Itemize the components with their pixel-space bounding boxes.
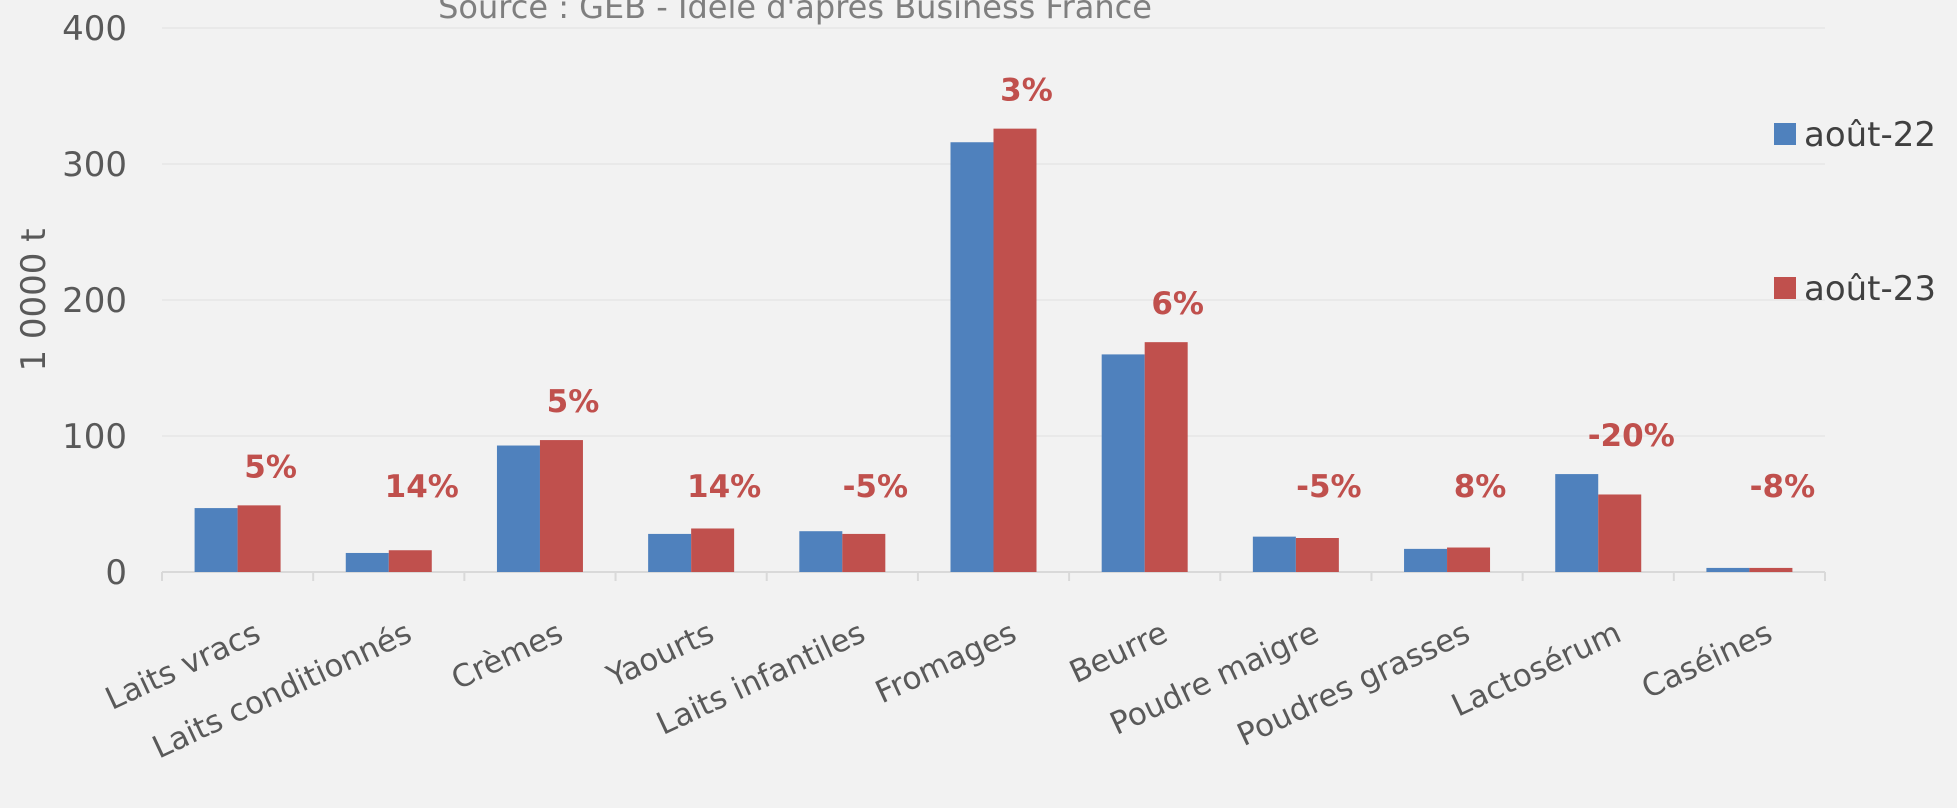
bar-aout-22 — [194, 508, 238, 572]
bar-aout-23 — [1144, 342, 1188, 572]
bar-aout-23 — [237, 505, 281, 572]
percent-label: -20% — [1588, 418, 1675, 454]
bar-aout-23 — [1295, 538, 1339, 572]
percent-label: 8% — [1454, 469, 1507, 505]
legend-label: août-22 — [1804, 115, 1936, 155]
percent-label: 3% — [1000, 73, 1053, 109]
bar-aout-22 — [1252, 536, 1296, 572]
category-label: Lactosérum — [1446, 615, 1626, 725]
category-label: Caséines — [1636, 615, 1778, 707]
y-tick-label: 400 — [62, 9, 127, 49]
category-label: Fromages — [870, 615, 1022, 711]
y-tick-label: 200 — [62, 281, 127, 321]
y-axis-ticks: 0 100 200 300 400 — [62, 9, 127, 593]
legend-swatch — [1774, 123, 1796, 145]
bar-aout-22 — [1706, 567, 1750, 572]
percent-label: 6% — [1151, 286, 1204, 322]
bar-aout-23 — [539, 440, 583, 572]
chart-subtitle: Source : GEB - Idele d'après Business Fr… — [438, 0, 1152, 26]
y-tick-label: 100 — [62, 417, 127, 457]
bar-aout-23 — [1749, 567, 1793, 572]
bar-aout-22 — [950, 142, 994, 573]
percent-label: -5% — [1296, 469, 1362, 505]
category-label: Yaourts — [601, 615, 720, 696]
bar-aout-23 — [1598, 494, 1642, 572]
category-label: Crèmes — [446, 615, 568, 698]
bar-aout-22 — [1101, 354, 1145, 572]
bar-aout-23 — [1447, 547, 1491, 572]
category-label: Laits conditionnés — [147, 615, 417, 766]
y-tick-label: 300 — [62, 145, 127, 185]
bar-aout-23 — [388, 550, 432, 572]
bar-aout-22 — [799, 531, 843, 572]
bar-aout-23 — [842, 533, 886, 572]
bars — [194, 128, 1793, 573]
percent-label: 5% — [547, 384, 600, 420]
y-axis-label: 1 0000 t — [14, 228, 54, 371]
percent-label: 14% — [385, 469, 459, 505]
legend-swatch — [1774, 277, 1796, 299]
percent-label: 14% — [687, 469, 761, 505]
bar-aout-22 — [496, 445, 540, 572]
percent-label: 5% — [244, 449, 297, 485]
bar-aout-22 — [648, 533, 692, 572]
percent-label: -8% — [1750, 469, 1816, 505]
bar-aout-22 — [1404, 548, 1448, 572]
bar-aout-23 — [691, 528, 735, 572]
bar-aout-22 — [345, 552, 389, 572]
legend-label: août-23 — [1804, 269, 1936, 309]
bar-aout-23 — [993, 128, 1037, 572]
percent-labels: 5% 14% 5% 14% -5% 3% 6% -5% 8% -20% -8% — [244, 73, 1815, 505]
bar-aout-22 — [1555, 474, 1599, 572]
y-tick-label: 0 — [105, 553, 127, 593]
category-label: Beurre — [1064, 615, 1173, 691]
legend: août-22 août-23 — [1774, 115, 1936, 309]
percent-label: -5% — [843, 469, 909, 505]
